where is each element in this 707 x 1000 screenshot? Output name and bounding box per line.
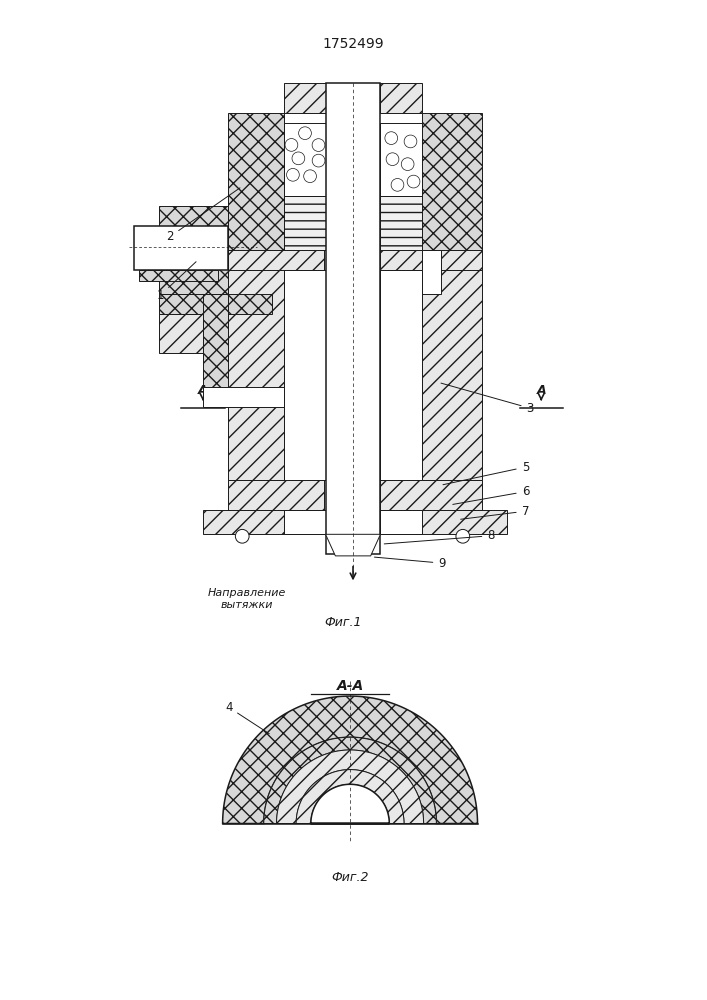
Bar: [284, 270, 325, 480]
Text: 9: 9: [375, 557, 446, 570]
Text: Направление
вытяжки: Направление вытяжки: [208, 588, 286, 610]
Bar: [421, 270, 482, 480]
Text: А-А: А-А: [337, 679, 363, 693]
Circle shape: [402, 158, 414, 171]
Text: 1: 1: [156, 262, 196, 302]
Text: 6: 6: [452, 485, 529, 504]
Polygon shape: [223, 696, 477, 824]
Bar: [380, 270, 421, 480]
Circle shape: [312, 154, 325, 167]
Bar: [284, 510, 325, 534]
Bar: [380, 480, 482, 510]
Bar: [203, 510, 324, 534]
Polygon shape: [296, 770, 404, 824]
Bar: [380, 196, 421, 250]
Bar: [380, 510, 421, 534]
Circle shape: [391, 178, 404, 191]
Text: А: А: [537, 384, 546, 397]
Circle shape: [312, 139, 325, 151]
Bar: [228, 270, 324, 480]
Bar: [380, 123, 421, 196]
Polygon shape: [311, 784, 390, 824]
Text: 5: 5: [443, 461, 529, 485]
Bar: [284, 196, 325, 250]
Text: 4: 4: [225, 701, 269, 734]
Circle shape: [386, 153, 399, 166]
Bar: [380, 270, 421, 480]
Circle shape: [235, 529, 249, 543]
Bar: [421, 113, 482, 250]
Circle shape: [286, 168, 299, 181]
Bar: [284, 123, 325, 196]
Text: А: А: [198, 384, 208, 397]
Text: 1752499: 1752499: [322, 37, 384, 51]
Bar: [421, 250, 441, 294]
Text: 3: 3: [441, 383, 534, 415]
Circle shape: [298, 127, 311, 140]
Bar: [228, 113, 284, 250]
Text: 7: 7: [461, 505, 529, 519]
Bar: [325, 83, 380, 554]
Text: 2: 2: [166, 188, 240, 243]
Bar: [380, 83, 421, 113]
Bar: [284, 83, 325, 113]
Circle shape: [304, 170, 317, 183]
Text: Фиг.1: Фиг.1: [325, 616, 362, 629]
Polygon shape: [325, 534, 380, 556]
Circle shape: [404, 135, 417, 148]
Polygon shape: [276, 750, 423, 824]
Bar: [139, 270, 218, 281]
Bar: [284, 270, 325, 480]
Bar: [134, 226, 228, 270]
Bar: [159, 206, 228, 294]
Bar: [380, 510, 507, 534]
Circle shape: [407, 175, 420, 188]
Circle shape: [385, 132, 397, 144]
Polygon shape: [264, 737, 436, 824]
Text: 8: 8: [384, 529, 495, 544]
Circle shape: [456, 529, 469, 543]
Text: Фиг.2: Фиг.2: [332, 871, 369, 884]
Circle shape: [285, 139, 298, 151]
Circle shape: [292, 152, 305, 165]
Bar: [228, 250, 324, 270]
Bar: [228, 480, 324, 510]
Bar: [203, 387, 284, 407]
Bar: [203, 294, 228, 392]
Bar: [159, 294, 271, 314]
Bar: [380, 250, 482, 270]
Bar: [159, 314, 203, 353]
